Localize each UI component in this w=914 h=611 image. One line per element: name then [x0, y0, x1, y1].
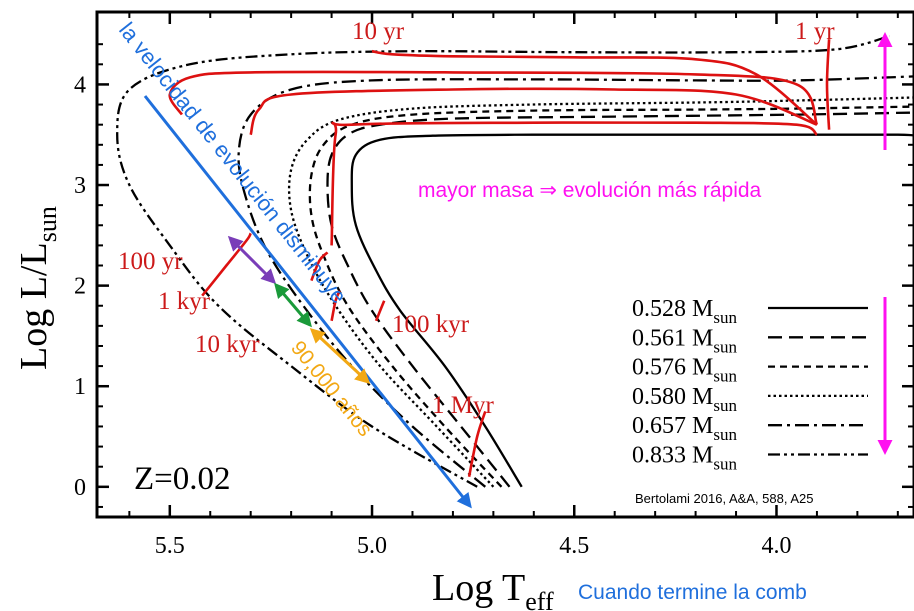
mass-note: mayor masa ⇒ evolución más rápida	[418, 179, 762, 202]
plot-frame	[95, 10, 914, 519]
purple-arrow	[227, 235, 277, 285]
track-0.580	[287, 96, 914, 488]
y-axis-label: Log L/Lsun	[13, 206, 62, 370]
time-segment-6	[310, 251, 329, 282]
x-axis-label: Log Teff	[432, 567, 554, 611]
time-label-1kyr: 1 kyr	[158, 288, 211, 315]
legend-label-0.580: 0.580 Msun	[632, 384, 737, 415]
track-0.561	[326, 111, 914, 488]
time-label-10yr: 10 yr	[352, 18, 405, 45]
time-segment-8	[374, 300, 386, 322]
time-segments	[168, 39, 831, 478]
time-label-1yr: 1 yr	[795, 18, 835, 45]
track-0.657	[237, 75, 914, 488]
time-segment-2	[330, 121, 818, 246]
evolution-tracks	[116, 34, 914, 488]
track-0.528	[350, 133, 914, 488]
legend-label-0.833: 0.833 Msun	[632, 443, 737, 474]
time-segment-0	[201, 232, 252, 297]
orange-arrow	[309, 327, 371, 385]
x-tick-label: 5.0	[357, 533, 387, 559]
y-tick-label: 3	[74, 173, 86, 199]
legend-label-0.561: 0.561 Msun	[632, 325, 737, 356]
legend-label-0.576: 0.576 Msun	[632, 355, 737, 386]
time-segment-3	[249, 87, 818, 136]
axis-ticks: 5.5 5.0 4.5 4.0 0 1 2 3 4	[74, 12, 914, 559]
time-segment-5	[825, 39, 831, 130]
annotation-arrows	[143, 32, 893, 509]
time-segment-1	[168, 70, 819, 126]
time-segment-9	[467, 410, 487, 478]
legend-label-0.528: 0.528 Msun	[632, 296, 737, 327]
y-tick-label: 1	[74, 374, 86, 400]
y-tick-label: 4	[74, 72, 86, 98]
x-tick-label: 5.5	[155, 533, 185, 559]
track-0.576	[308, 105, 914, 488]
x-tick-label: 4.0	[761, 533, 791, 559]
y-tick-label: 2	[74, 274, 86, 300]
time-label-100yr: 100 yr	[118, 248, 183, 275]
interval-note: 90,000 años	[286, 337, 377, 441]
plot-border	[95, 10, 914, 519]
green-arrow	[274, 282, 312, 328]
x-tick-label: 4.5	[559, 533, 589, 559]
time-label-1myr: 1 Myr	[432, 392, 494, 419]
citation: Bertolami 2016, A&A, 588, A25	[635, 491, 814, 506]
time-label-100kyr: 100 kyr	[392, 311, 470, 338]
track-0.833	[116, 34, 890, 488]
time-segment-7	[330, 290, 341, 322]
time-segment-4	[371, 49, 818, 126]
y-tick-label: 0	[74, 475, 86, 501]
legend-label-0.657: 0.657 Msun	[632, 413, 737, 444]
footer-note: Cuando termine la comb	[578, 581, 807, 604]
time-label-10kyr: 10 kyr	[195, 331, 260, 358]
z-label: Z=0.02	[134, 461, 231, 497]
